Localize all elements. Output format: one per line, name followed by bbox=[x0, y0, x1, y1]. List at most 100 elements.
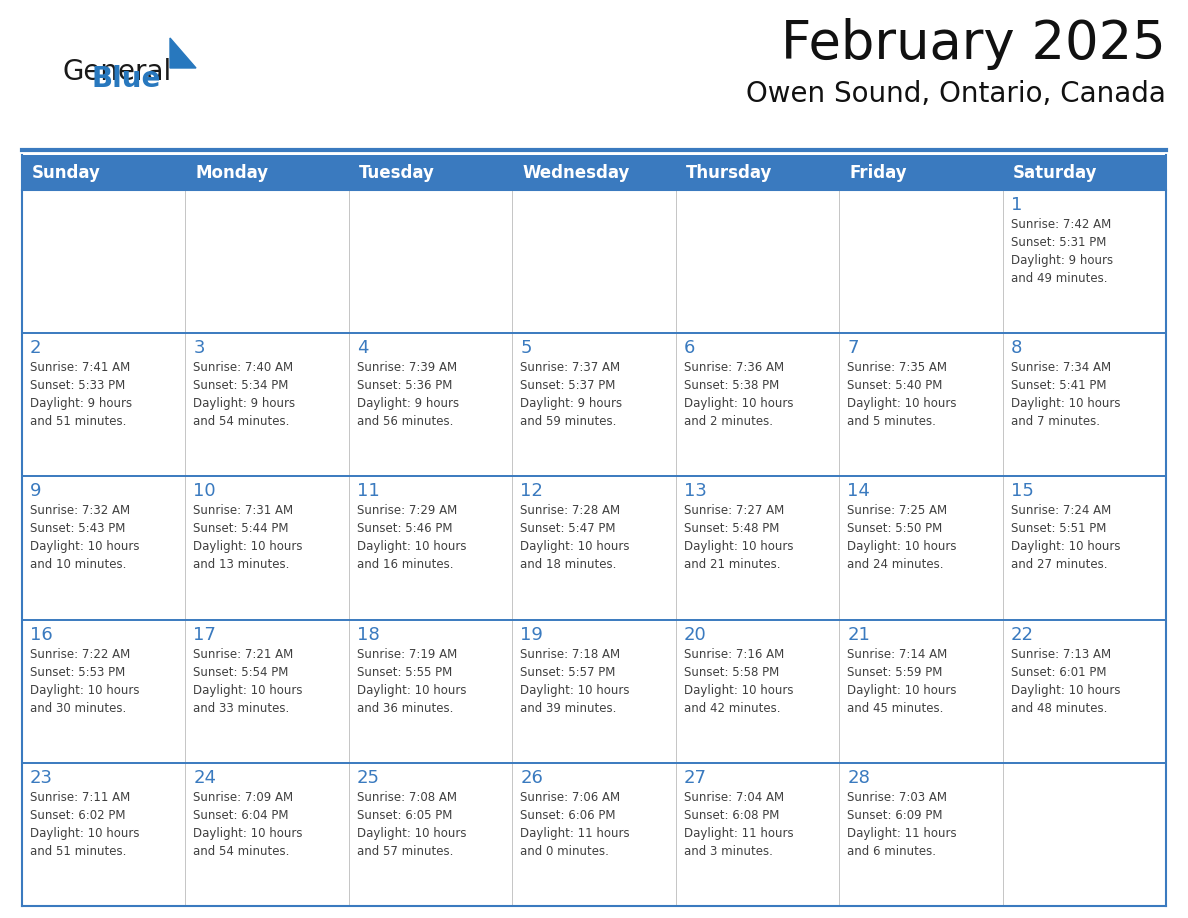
Text: Sunrise: 7:29 AM
Sunset: 5:46 PM
Daylight: 10 hours
and 16 minutes.: Sunrise: 7:29 AM Sunset: 5:46 PM Dayligh… bbox=[356, 504, 467, 571]
Text: Sunrise: 7:06 AM
Sunset: 6:06 PM
Daylight: 11 hours
and 0 minutes.: Sunrise: 7:06 AM Sunset: 6:06 PM Dayligh… bbox=[520, 790, 630, 857]
Text: Friday: Friday bbox=[849, 163, 906, 182]
Text: Owen Sound, Ontario, Canada: Owen Sound, Ontario, Canada bbox=[746, 80, 1165, 108]
Bar bbox=[185, 190, 349, 333]
Text: Sunrise: 7:09 AM
Sunset: 6:04 PM
Daylight: 10 hours
and 54 minutes.: Sunrise: 7:09 AM Sunset: 6:04 PM Dayligh… bbox=[194, 790, 303, 857]
Text: 27: 27 bbox=[684, 768, 707, 787]
Text: Sunrise: 7:41 AM
Sunset: 5:33 PM
Daylight: 9 hours
and 51 minutes.: Sunrise: 7:41 AM Sunset: 5:33 PM Dayligh… bbox=[30, 361, 132, 428]
Text: Sunrise: 7:34 AM
Sunset: 5:41 PM
Daylight: 10 hours
and 7 minutes.: Sunrise: 7:34 AM Sunset: 5:41 PM Dayligh… bbox=[1011, 361, 1120, 428]
Text: Blue: Blue bbox=[91, 65, 162, 93]
Bar bbox=[512, 620, 676, 763]
Bar bbox=[349, 190, 512, 333]
Bar bbox=[839, 620, 1003, 763]
Text: 12: 12 bbox=[520, 482, 543, 500]
Bar bbox=[512, 333, 676, 476]
Text: Saturday: Saturday bbox=[1012, 163, 1097, 182]
Bar bbox=[1003, 476, 1165, 620]
Text: 7: 7 bbox=[847, 339, 859, 357]
Bar bbox=[349, 333, 512, 476]
Bar bbox=[1003, 620, 1165, 763]
Text: Sunrise: 7:14 AM
Sunset: 5:59 PM
Daylight: 10 hours
and 45 minutes.: Sunrise: 7:14 AM Sunset: 5:59 PM Dayligh… bbox=[847, 647, 956, 714]
Text: Sunday: Sunday bbox=[32, 163, 101, 182]
Text: Sunrise: 7:03 AM
Sunset: 6:09 PM
Daylight: 11 hours
and 6 minutes.: Sunrise: 7:03 AM Sunset: 6:09 PM Dayligh… bbox=[847, 790, 956, 857]
Text: 13: 13 bbox=[684, 482, 707, 500]
Bar bbox=[676, 620, 839, 763]
Text: Sunrise: 7:25 AM
Sunset: 5:50 PM
Daylight: 10 hours
and 24 minutes.: Sunrise: 7:25 AM Sunset: 5:50 PM Dayligh… bbox=[847, 504, 956, 571]
Text: 24: 24 bbox=[194, 768, 216, 787]
Bar bbox=[512, 763, 676, 906]
Text: 1: 1 bbox=[1011, 196, 1022, 214]
Text: Sunrise: 7:11 AM
Sunset: 6:02 PM
Daylight: 10 hours
and 51 minutes.: Sunrise: 7:11 AM Sunset: 6:02 PM Dayligh… bbox=[30, 790, 139, 857]
Text: 25: 25 bbox=[356, 768, 380, 787]
Text: Sunrise: 7:27 AM
Sunset: 5:48 PM
Daylight: 10 hours
and 21 minutes.: Sunrise: 7:27 AM Sunset: 5:48 PM Dayligh… bbox=[684, 504, 794, 571]
Text: 3: 3 bbox=[194, 339, 204, 357]
Text: Sunrise: 7:18 AM
Sunset: 5:57 PM
Daylight: 10 hours
and 39 minutes.: Sunrise: 7:18 AM Sunset: 5:57 PM Dayligh… bbox=[520, 647, 630, 714]
Bar bbox=[23, 155, 1165, 190]
Bar bbox=[23, 476, 185, 620]
Bar bbox=[676, 763, 839, 906]
Text: 10: 10 bbox=[194, 482, 216, 500]
Bar bbox=[185, 763, 349, 906]
Text: 21: 21 bbox=[847, 625, 870, 644]
Text: 6: 6 bbox=[684, 339, 695, 357]
Text: Sunrise: 7:28 AM
Sunset: 5:47 PM
Daylight: 10 hours
and 18 minutes.: Sunrise: 7:28 AM Sunset: 5:47 PM Dayligh… bbox=[520, 504, 630, 571]
Bar bbox=[839, 333, 1003, 476]
Bar bbox=[676, 476, 839, 620]
Text: Sunrise: 7:39 AM
Sunset: 5:36 PM
Daylight: 9 hours
and 56 minutes.: Sunrise: 7:39 AM Sunset: 5:36 PM Dayligh… bbox=[356, 361, 459, 428]
Bar bbox=[676, 190, 839, 333]
Text: Monday: Monday bbox=[196, 163, 268, 182]
Text: 28: 28 bbox=[847, 768, 870, 787]
Text: 20: 20 bbox=[684, 625, 707, 644]
Bar bbox=[839, 763, 1003, 906]
Bar bbox=[23, 620, 185, 763]
Bar bbox=[512, 476, 676, 620]
Text: 2: 2 bbox=[30, 339, 42, 357]
Text: Sunrise: 7:22 AM
Sunset: 5:53 PM
Daylight: 10 hours
and 30 minutes.: Sunrise: 7:22 AM Sunset: 5:53 PM Dayligh… bbox=[30, 647, 139, 714]
Text: 5: 5 bbox=[520, 339, 532, 357]
Bar bbox=[23, 190, 185, 333]
Text: Sunrise: 7:35 AM
Sunset: 5:40 PM
Daylight: 10 hours
and 5 minutes.: Sunrise: 7:35 AM Sunset: 5:40 PM Dayligh… bbox=[847, 361, 956, 428]
Text: Sunrise: 7:36 AM
Sunset: 5:38 PM
Daylight: 10 hours
and 2 minutes.: Sunrise: 7:36 AM Sunset: 5:38 PM Dayligh… bbox=[684, 361, 794, 428]
Text: Sunrise: 7:13 AM
Sunset: 6:01 PM
Daylight: 10 hours
and 48 minutes.: Sunrise: 7:13 AM Sunset: 6:01 PM Dayligh… bbox=[1011, 647, 1120, 714]
Text: 9: 9 bbox=[30, 482, 42, 500]
Bar bbox=[676, 333, 839, 476]
Text: General: General bbox=[62, 58, 171, 86]
Bar bbox=[1003, 763, 1165, 906]
Text: 14: 14 bbox=[847, 482, 870, 500]
Text: Sunrise: 7:37 AM
Sunset: 5:37 PM
Daylight: 9 hours
and 59 minutes.: Sunrise: 7:37 AM Sunset: 5:37 PM Dayligh… bbox=[520, 361, 623, 428]
Text: Sunrise: 7:19 AM
Sunset: 5:55 PM
Daylight: 10 hours
and 36 minutes.: Sunrise: 7:19 AM Sunset: 5:55 PM Dayligh… bbox=[356, 647, 467, 714]
Text: 23: 23 bbox=[30, 768, 53, 787]
Text: Sunrise: 7:21 AM
Sunset: 5:54 PM
Daylight: 10 hours
and 33 minutes.: Sunrise: 7:21 AM Sunset: 5:54 PM Dayligh… bbox=[194, 647, 303, 714]
Text: 11: 11 bbox=[356, 482, 380, 500]
Polygon shape bbox=[170, 38, 196, 68]
Text: 19: 19 bbox=[520, 625, 543, 644]
Bar bbox=[839, 190, 1003, 333]
Text: Sunrise: 7:40 AM
Sunset: 5:34 PM
Daylight: 9 hours
and 54 minutes.: Sunrise: 7:40 AM Sunset: 5:34 PM Dayligh… bbox=[194, 361, 296, 428]
Text: Sunrise: 7:42 AM
Sunset: 5:31 PM
Daylight: 9 hours
and 49 minutes.: Sunrise: 7:42 AM Sunset: 5:31 PM Dayligh… bbox=[1011, 218, 1113, 285]
Text: 4: 4 bbox=[356, 339, 368, 357]
Bar bbox=[349, 620, 512, 763]
Bar bbox=[512, 190, 676, 333]
Text: Wednesday: Wednesday bbox=[523, 163, 630, 182]
Text: Sunrise: 7:31 AM
Sunset: 5:44 PM
Daylight: 10 hours
and 13 minutes.: Sunrise: 7:31 AM Sunset: 5:44 PM Dayligh… bbox=[194, 504, 303, 571]
Bar bbox=[839, 476, 1003, 620]
Bar bbox=[185, 620, 349, 763]
Text: Sunrise: 7:08 AM
Sunset: 6:05 PM
Daylight: 10 hours
and 57 minutes.: Sunrise: 7:08 AM Sunset: 6:05 PM Dayligh… bbox=[356, 790, 467, 857]
Bar bbox=[1003, 333, 1165, 476]
Bar bbox=[1003, 190, 1165, 333]
Text: Sunrise: 7:32 AM
Sunset: 5:43 PM
Daylight: 10 hours
and 10 minutes.: Sunrise: 7:32 AM Sunset: 5:43 PM Dayligh… bbox=[30, 504, 139, 571]
Text: 15: 15 bbox=[1011, 482, 1034, 500]
Text: Sunrise: 7:16 AM
Sunset: 5:58 PM
Daylight: 10 hours
and 42 minutes.: Sunrise: 7:16 AM Sunset: 5:58 PM Dayligh… bbox=[684, 647, 794, 714]
Text: Sunrise: 7:24 AM
Sunset: 5:51 PM
Daylight: 10 hours
and 27 minutes.: Sunrise: 7:24 AM Sunset: 5:51 PM Dayligh… bbox=[1011, 504, 1120, 571]
Text: Thursday: Thursday bbox=[685, 163, 772, 182]
Bar bbox=[23, 333, 185, 476]
Bar bbox=[349, 476, 512, 620]
Text: 26: 26 bbox=[520, 768, 543, 787]
Bar bbox=[23, 763, 185, 906]
Text: Sunrise: 7:04 AM
Sunset: 6:08 PM
Daylight: 11 hours
and 3 minutes.: Sunrise: 7:04 AM Sunset: 6:08 PM Dayligh… bbox=[684, 790, 794, 857]
Text: 22: 22 bbox=[1011, 625, 1034, 644]
Bar bbox=[349, 763, 512, 906]
Text: February 2025: February 2025 bbox=[782, 18, 1165, 70]
Text: 16: 16 bbox=[30, 625, 52, 644]
Bar bbox=[185, 333, 349, 476]
Text: 18: 18 bbox=[356, 625, 380, 644]
